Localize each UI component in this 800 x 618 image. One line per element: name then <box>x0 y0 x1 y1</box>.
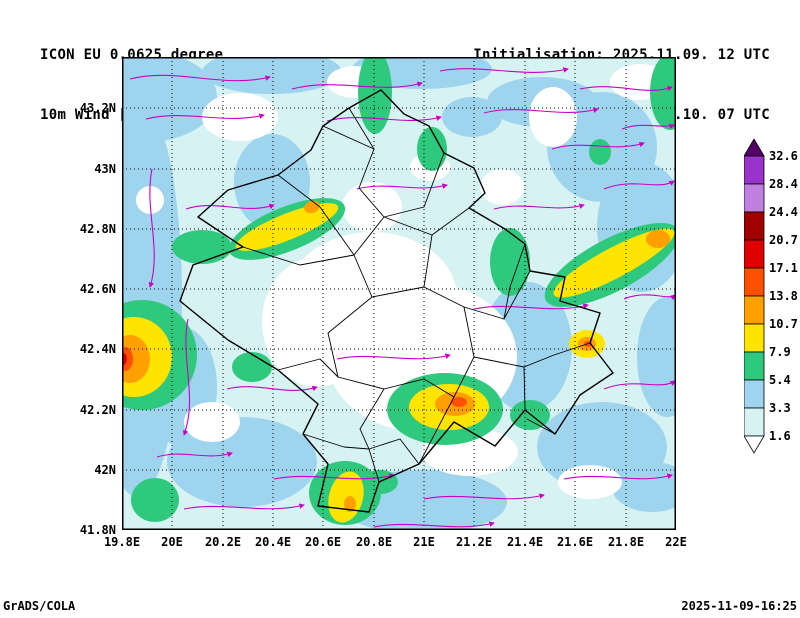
y-tick-label: 41.8N <box>79 523 116 537</box>
x-tick-label: 21.2E <box>455 535 493 549</box>
kosovo-outline <box>179 89 614 513</box>
wind-fill-orangered <box>122 341 592 407</box>
x-tick-label: 21E <box>413 535 435 549</box>
x-tick-label: 21.8E <box>607 535 645 549</box>
legend-level-label: 7.9 <box>769 345 791 359</box>
x-tick-label: 19.8E <box>103 535 141 549</box>
y-tick-label: 43.2N <box>79 101 116 115</box>
x-tick-label: 21.4E <box>506 535 544 549</box>
x-tick-label: 20.4E <box>254 535 292 549</box>
legend-level-label: 20.7 <box>769 233 798 247</box>
x-tick-label: 21.6E <box>556 535 594 549</box>
grid-lines <box>122 57 676 530</box>
plot-frame <box>122 57 676 530</box>
colorbar-segment <box>744 183 765 213</box>
legend-level-label: 17.1 <box>769 261 798 275</box>
colorbar-segment <box>744 323 765 353</box>
colorbar-top-arrow <box>744 139 765 157</box>
y-tick-label: 42N <box>94 463 116 477</box>
x-tick-label: 20.6E <box>304 535 342 549</box>
legend-level-label: 24.4 <box>769 205 798 219</box>
legend-level-label: 28.4 <box>769 177 798 191</box>
municipality-borders <box>242 107 591 483</box>
colorbar-segment <box>744 267 765 297</box>
colorbar-bottom-arrow <box>744 435 765 454</box>
y-tick-label: 42.8N <box>79 222 116 236</box>
x-tick-label: 20.8E <box>355 535 393 549</box>
y-tick-label: 43N <box>94 162 116 176</box>
colorbar-segment <box>744 155 765 185</box>
legend-level-label: 3.3 <box>769 401 791 415</box>
colorbar-segment <box>744 351 765 381</box>
colorbar-segment <box>744 295 765 325</box>
kosovo-borders <box>179 89 614 513</box>
x-tick-label: 22E <box>665 535 687 549</box>
wind-streamlines <box>129 67 676 528</box>
colorbar <box>744 139 765 454</box>
grads-credit: GrADS/COLA <box>3 599 76 613</box>
legend-level-label: 13.8 <box>769 289 798 303</box>
y-tick-label: 42.6N <box>79 282 116 296</box>
y-tick-label: 42.2N <box>79 403 116 417</box>
x-tick-label: 20.2E <box>204 535 242 549</box>
legend-level-label: 5.4 <box>769 373 791 387</box>
legend-level-label: 10.7 <box>769 317 798 331</box>
wind-map-plot <box>122 57 676 530</box>
legend-level-label: 1.6 <box>769 429 791 443</box>
colorbar-segment <box>744 379 765 409</box>
creation-timestamp: 2025-11-09-16:25 <box>681 599 797 613</box>
wind-fill-yellow <box>122 203 675 523</box>
x-tick-label: 20E <box>161 535 183 549</box>
y-tick-label: 42.4N <box>79 342 116 356</box>
legend-level-label: 32.6 <box>769 149 798 163</box>
colorbar-segment <box>744 211 765 241</box>
colorbar-segment <box>744 407 765 437</box>
colorbar-segment <box>744 239 765 269</box>
